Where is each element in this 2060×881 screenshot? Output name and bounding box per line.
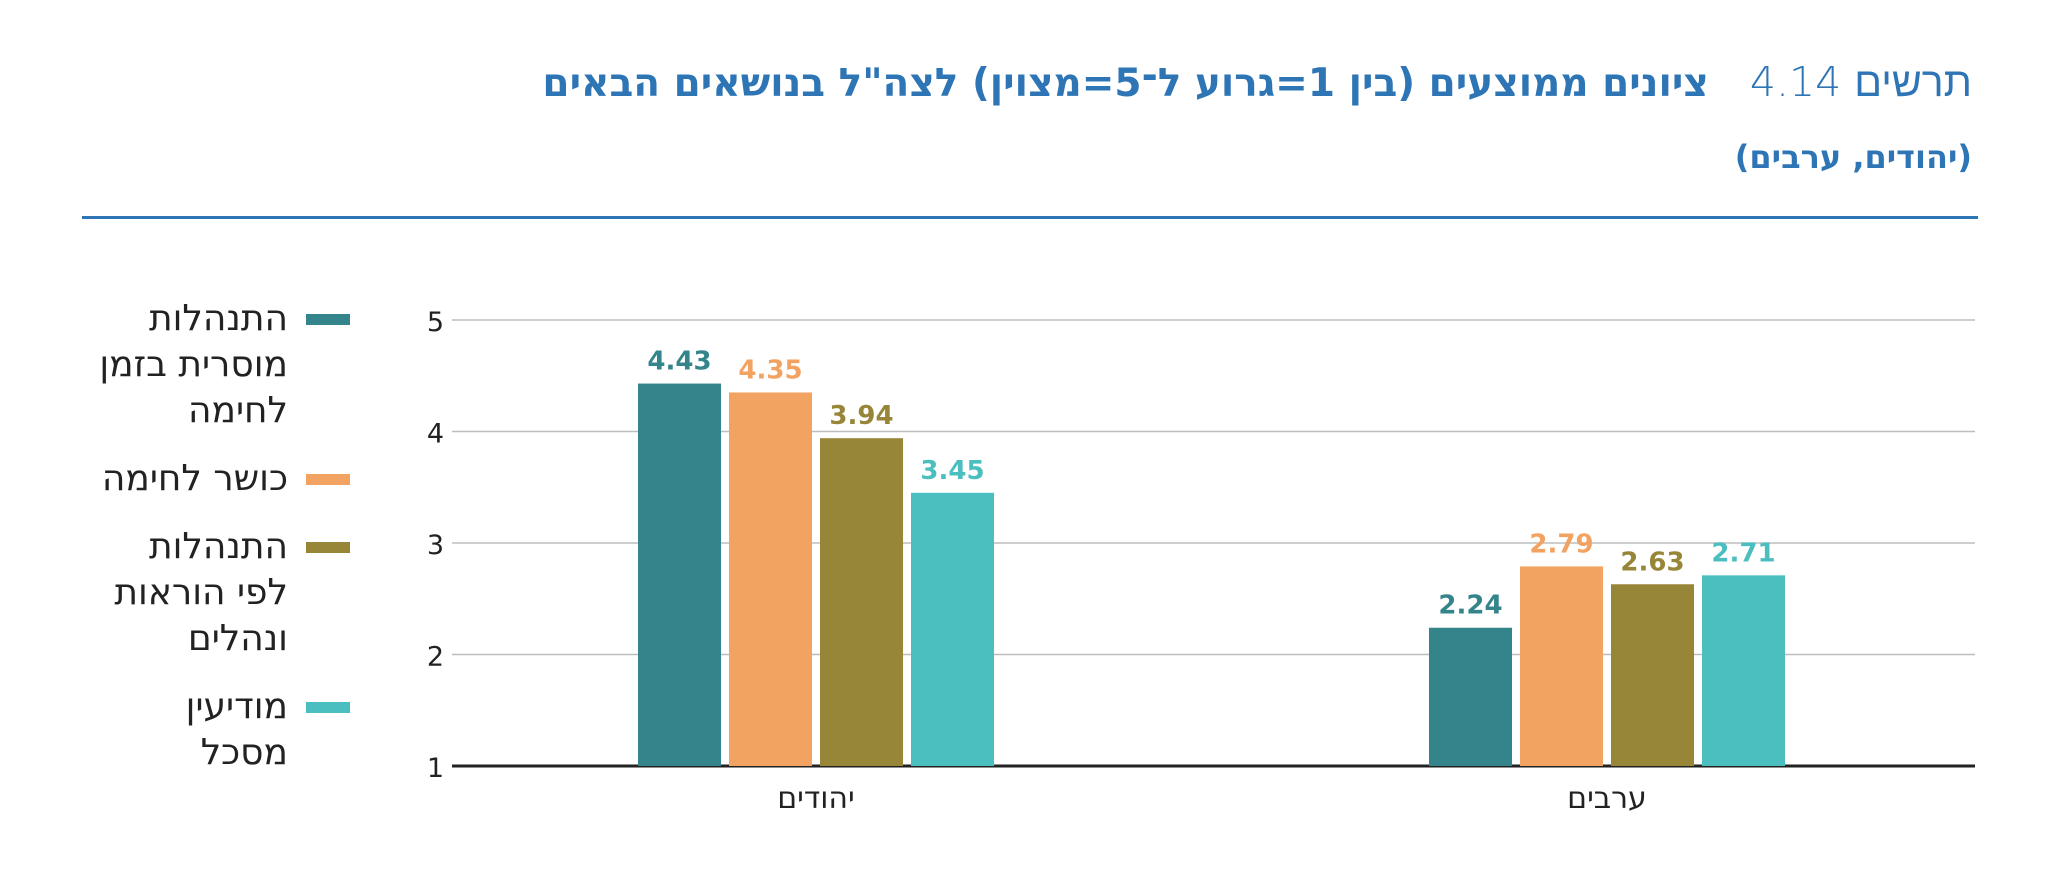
legend-label: התנהלות מוסרית בזמן לחימה: [99, 298, 288, 431]
data-label: 4.43: [647, 347, 711, 377]
y-tick-label: 2: [427, 642, 444, 673]
legend-item: התנהלות מוסרית בזמן לחימה: [60, 296, 350, 434]
y-tick-label: 5: [427, 307, 444, 338]
data-label: 3.94: [829, 401, 893, 431]
data-label: 2.79: [1529, 529, 1593, 559]
chart-legend: התנהלות מוסרית בזמן לחימה כושר לחימה התנהל…: [60, 296, 350, 776]
figure-label: תרשים 4.14: [1749, 58, 1972, 106]
bar: [729, 392, 812, 766]
header-divider: [82, 216, 1978, 219]
bar: [1702, 575, 1785, 766]
data-label: 3.45: [920, 456, 984, 486]
legend-swatch: [306, 702, 350, 713]
x-category-label: ערבים: [1567, 781, 1647, 816]
data-label: 4.35: [738, 355, 802, 385]
chart-title: ציונים ממוצעים (בין 1=גרוע ל־5=מצוין) לצ…: [542, 61, 1709, 106]
data-label: 2.63: [1620, 547, 1684, 577]
legend-swatch: [306, 474, 350, 485]
bar: [638, 383, 721, 766]
x-category-label: יהודים: [777, 781, 854, 816]
bar: [911, 492, 994, 766]
chart-subtitle: (יהודים, ערבים): [1734, 138, 1972, 176]
chart-header: תרשים 4.14 ציונים ממוצעים (בין 1=גרוע ל־…: [542, 58, 1972, 106]
legend-label: מודיעין מסכל: [185, 686, 288, 773]
legend-swatch: [306, 314, 350, 325]
y-tick-label: 1: [427, 753, 444, 784]
legend-swatch: [306, 542, 350, 553]
y-tick-label: 4: [427, 419, 444, 450]
y-tick-label: 3: [427, 530, 444, 561]
bar: [820, 438, 903, 766]
bar: [1520, 566, 1603, 766]
legend-label: כושר לחימה: [101, 458, 288, 499]
data-label: 2.24: [1438, 591, 1502, 621]
legend-item: כושר לחימה: [60, 456, 350, 502]
bar: [1429, 627, 1512, 766]
legend-label: התנהלות לפי הוראות ונהלים: [114, 526, 288, 659]
legend-item: מודיעין מסכל: [60, 684, 350, 776]
bar: [1611, 584, 1694, 766]
data-label: 2.71: [1711, 538, 1775, 568]
legend-item: התנהלות לפי הוראות ונהלים: [60, 524, 350, 662]
